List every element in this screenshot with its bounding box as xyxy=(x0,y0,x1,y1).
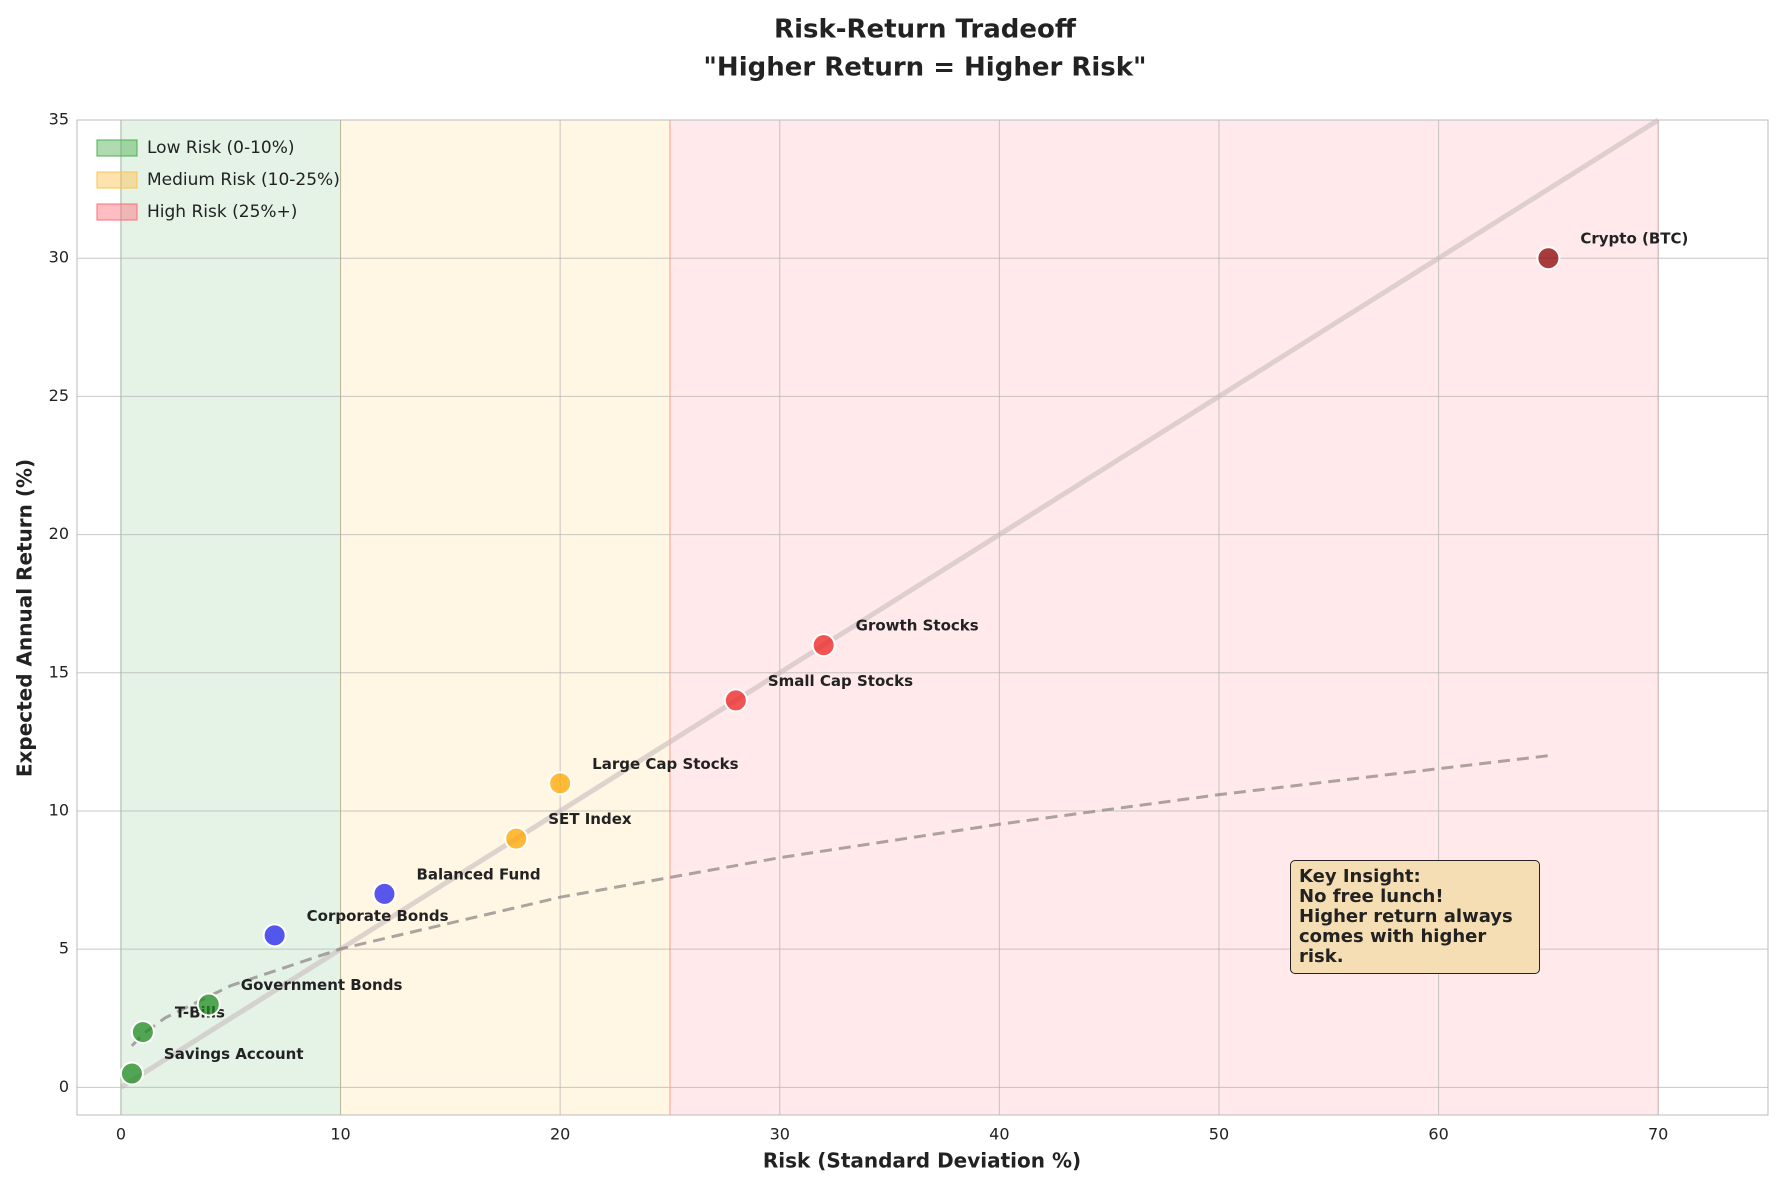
y-tick-label: 20 xyxy=(49,524,69,543)
point-label: Corporate Bonds xyxy=(307,907,449,925)
point-label: Government Bonds xyxy=(241,976,403,994)
data-point xyxy=(548,771,573,796)
data-point xyxy=(723,688,748,713)
y-axis-label: Expected Annual Return (%) xyxy=(13,459,37,777)
point-label: Large Cap Stocks xyxy=(592,755,738,773)
insight-box: Key Insight: No free lunch! Higher retur… xyxy=(1290,860,1540,974)
data-point xyxy=(1536,246,1561,271)
x-axis-label: Risk (Standard Deviation %) xyxy=(763,1149,1081,1173)
chart-title: Risk-Return Tradeoff xyxy=(774,15,1077,45)
insight-line: Key Insight: xyxy=(1299,866,1421,887)
insight-line: Higher return always xyxy=(1299,906,1513,927)
legend-swatch xyxy=(96,171,138,189)
x-tick-label: 10 xyxy=(330,1125,350,1144)
chart-subtitle: "Higher Return = Higher Risk" xyxy=(703,53,1146,83)
y-tick-label: 15 xyxy=(49,662,69,681)
reference-line xyxy=(119,117,1660,1090)
legend-label: Medium Risk (10-25%) xyxy=(147,170,340,190)
trend-line xyxy=(130,754,1549,1047)
x-tick-label: 20 xyxy=(550,1125,570,1144)
y-tick-label: 30 xyxy=(49,248,69,267)
legend-label: High Risk (25%+) xyxy=(147,202,297,222)
x-tick-label: 30 xyxy=(770,1125,790,1144)
plot-frame xyxy=(76,119,1769,1116)
y-tick-label: 10 xyxy=(49,800,69,819)
point-label: Small Cap Stocks xyxy=(768,672,913,690)
risk-region xyxy=(340,119,671,1116)
point-label: Growth Stocks xyxy=(856,617,979,635)
legend-swatch xyxy=(96,139,138,157)
data-point xyxy=(504,826,529,851)
y-tick-label: 5 xyxy=(59,939,69,958)
y-tick-label: 35 xyxy=(49,110,69,129)
point-label: Savings Account xyxy=(164,1045,304,1063)
data-point xyxy=(372,881,397,906)
y-tick-label: 25 xyxy=(49,386,69,405)
data-point xyxy=(130,1020,155,1045)
risk-region xyxy=(120,119,342,1116)
data-point xyxy=(811,633,836,658)
data-point xyxy=(119,1061,144,1086)
y-tick-label: 0 xyxy=(59,1077,69,1096)
x-tick-label: 70 xyxy=(1648,1125,1668,1144)
legend: Low Risk (0-10%) Medium Risk (10-25%) High… xyxy=(96,138,340,222)
data-point xyxy=(262,923,287,948)
legend-swatch xyxy=(96,203,138,221)
x-tick-label: 40 xyxy=(989,1125,1009,1144)
legend-label: Low Risk (0-10%) xyxy=(147,138,295,158)
point-label: Crypto (BTC) xyxy=(1580,230,1688,248)
insight-line: comes with higher risk. xyxy=(1299,926,1487,967)
x-tick-label: 50 xyxy=(1209,1125,1229,1144)
insight-line: No free lunch! xyxy=(1299,886,1444,907)
point-label: SET Index xyxy=(548,810,632,828)
data-point xyxy=(196,992,221,1017)
x-tick-label: 60 xyxy=(1428,1125,1448,1144)
point-label: Balanced Fund xyxy=(416,865,540,883)
x-tick-label: 0 xyxy=(116,1125,126,1144)
